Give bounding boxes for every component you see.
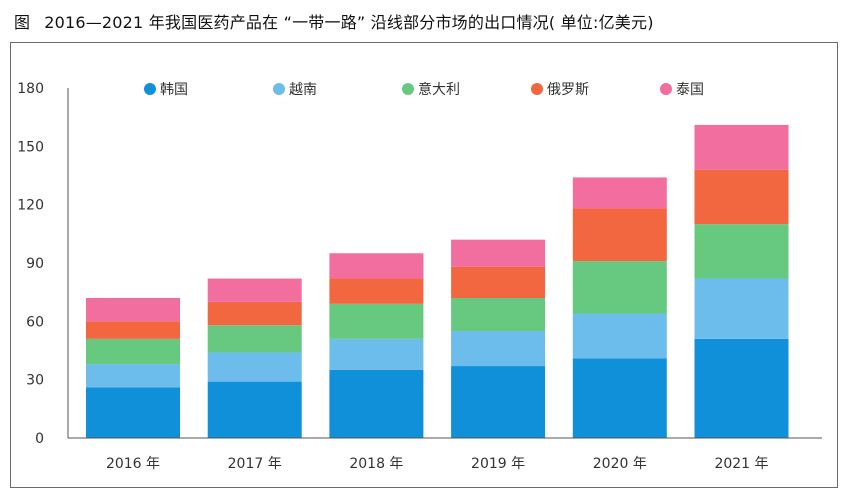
bar-segment [207,352,302,382]
bar-segment [86,364,180,388]
legend-label: 韩国 [160,82,188,98]
bar-segment [86,387,180,438]
bar-segment [694,124,789,170]
bar-segment [572,358,667,438]
bars [86,124,789,438]
bar-segment [86,338,180,365]
bar-segment [329,253,424,279]
y-tick-label: 120 [17,198,44,214]
bar-segment [207,381,302,438]
x-tick-label: 2017 年 [228,456,282,472]
legend-swatch [273,83,285,95]
bar-segment [451,239,546,267]
legend-label: 泰国 [676,82,704,98]
legend-swatch [660,83,672,95]
bar-segment [572,261,667,314]
legend-label: 俄罗斯 [547,82,589,98]
legend-swatch [531,83,543,95]
chart-title: 图 2016—2021 年我国医药产品在 “一带一路” 沿线部分市场的出口情况( … [14,9,654,33]
x-tick-label: 2020 年 [593,456,647,472]
bar-segment [694,278,789,339]
bar-segment [329,278,424,304]
bar-segment [572,177,667,209]
chart-frame [10,42,838,488]
bar-segment [207,325,302,353]
bar-segment [207,301,302,326]
bar-segment [451,331,546,367]
y-tick-label: 180 [17,81,44,97]
y-tick-label: 0 [35,431,44,447]
x-axis: 2016 年 2017 年 2018 年 2019 年 2020 年 2021 年 [68,437,822,472]
figure-label: 图 [14,13,31,32]
y-tick-label: 90 [26,256,44,272]
bar-segment [451,366,546,438]
bar-segment [572,208,667,262]
legend-label: 意大利 [418,81,460,98]
bar-segment [451,266,546,298]
bar-segment [329,303,424,339]
legend-label: 越南 [289,82,317,98]
bar-segment [329,369,424,438]
y-tick-label: 150 [17,139,44,155]
title-text: 2016—2021 年我国医药产品在 “一带一路” 沿线部分市场的出口情况( 单… [44,13,654,32]
bar-segment [329,338,424,370]
y-axis: 0 30 60 90 120 150 180 [17,81,69,447]
bar-segment [86,321,180,339]
x-tick-label: 2019 年 [471,456,525,472]
bar-segment [694,224,789,279]
bar-segment [572,313,667,359]
legend-swatch [402,83,414,95]
x-tick-label: 2018 年 [349,456,403,472]
bar-segment [86,298,180,322]
x-tick-label: 2021 年 [714,456,768,472]
legend: 韩国 越南 意大利 俄罗斯 泰国 [144,81,704,98]
y-tick-label: 60 [26,314,44,330]
bar-segment [451,298,546,332]
bar-segment [694,338,789,438]
x-tick-label: 2016 年 [106,456,160,472]
bar-segment [207,278,302,302]
y-tick-label: 30 [26,373,44,389]
legend-swatch [144,83,156,95]
bar-segment [694,169,789,225]
